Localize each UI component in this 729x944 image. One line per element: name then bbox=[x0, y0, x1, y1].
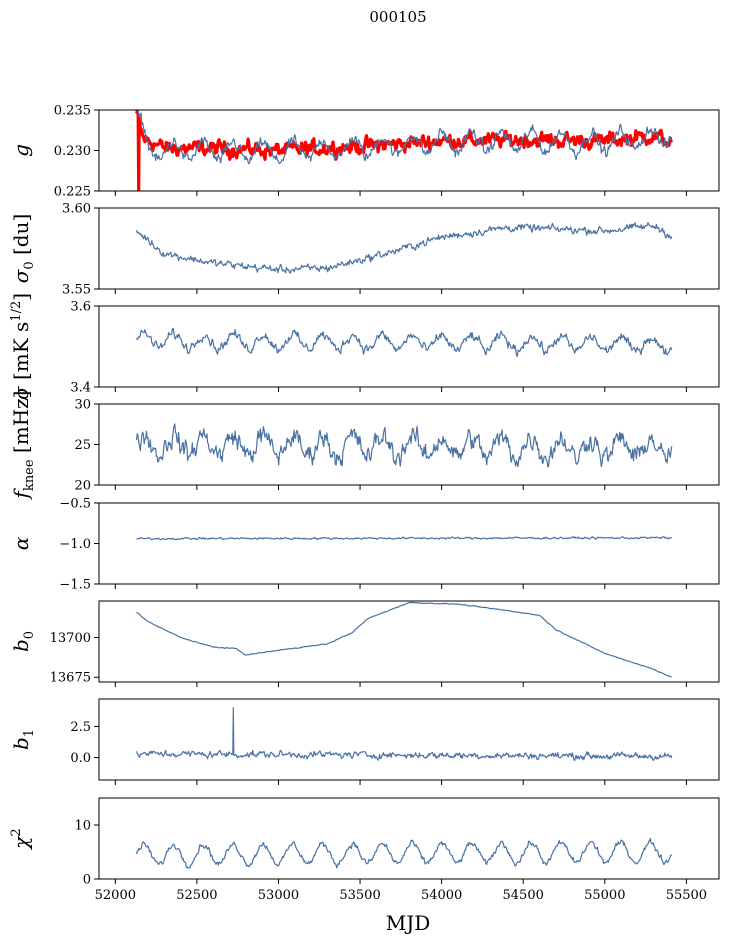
panel-g: 0.225 0.230 0.235 g bbox=[9, 104, 720, 200]
y-tick-label-sigma0: 3.55 bbox=[62, 283, 91, 298]
panel-frame-b0 bbox=[98, 600, 720, 683]
series-line-chi2-0 bbox=[135, 837, 672, 869]
y-tick-label-chi2: 0 bbox=[83, 873, 91, 888]
plot-area-fknee bbox=[135, 423, 673, 468]
y-tick-label-b0: 13675 bbox=[50, 671, 91, 686]
y-axis-label-alpha: α bbox=[9, 536, 33, 550]
x-tick-label: 55000 bbox=[584, 888, 625, 903]
series-line-b1-0 bbox=[135, 707, 673, 762]
plot-area-b1 bbox=[135, 707, 673, 762]
x-axis-label: MJD bbox=[386, 911, 431, 935]
panel-chi2: 0 10 χ2 bbox=[9, 797, 720, 888]
series-line-sigma-0 bbox=[135, 328, 673, 357]
y-tick-label-alpha: −1.0 bbox=[59, 537, 91, 552]
panel-sigma: 3.4 3.6 σ [mK s1/2] bbox=[9, 293, 720, 400]
y-tick-label-chi2: 10 bbox=[74, 819, 91, 834]
panel-frame-g bbox=[98, 109, 720, 192]
y-tick-label-sigma: 3.4 bbox=[70, 381, 91, 396]
series-line-sigma0-0 bbox=[135, 222, 673, 274]
x-tick-label: 53500 bbox=[339, 888, 380, 903]
y-tick-label-g: 0.225 bbox=[54, 185, 91, 200]
panel-b1: 0.0 2.5 b1 bbox=[9, 698, 720, 785]
y-axis-label-fknee: fknee [mHz] bbox=[9, 391, 37, 501]
plot-area-chi2 bbox=[135, 837, 672, 869]
y-tick-label-fknee: 30 bbox=[74, 398, 91, 413]
x-axis: 52000 52500 53000 53500 54000 54500 55000 55500 bbox=[95, 888, 707, 903]
plot-area-b0 bbox=[136, 601, 672, 678]
panel-frame-chi2 bbox=[98, 797, 720, 880]
chart-title: 000105 bbox=[369, 8, 426, 26]
y-tick-label-sigma: 3.6 bbox=[70, 300, 91, 315]
x-tick-label: 52000 bbox=[95, 888, 136, 903]
y-tick-label-b1: 2.5 bbox=[70, 720, 91, 735]
y-tick-label-g: 0.230 bbox=[54, 144, 91, 159]
y-axis-label-sigma: σ [mK s1/2] bbox=[9, 293, 33, 400]
y-axis-label-b1: b1 bbox=[9, 729, 37, 750]
y-tick-label-b1: 0.0 bbox=[70, 751, 91, 766]
x-tick-label: 54500 bbox=[503, 888, 544, 903]
y-axis-label-b0: b0 bbox=[9, 631, 37, 652]
panel-fknee: 20 25 30 fknee [mHz] bbox=[9, 391, 720, 501]
y-tick-label-b0: 13700 bbox=[50, 631, 91, 646]
panel-frame-b1 bbox=[98, 698, 720, 781]
y-tick-label-fknee: 25 bbox=[74, 438, 91, 453]
x-tick-label: 55500 bbox=[666, 888, 707, 903]
plot-area-sigma bbox=[135, 328, 673, 357]
series-line-g-0 bbox=[134, 110, 674, 191]
series-line-fknee-0 bbox=[135, 423, 673, 468]
y-tick-label-sigma0: 3.60 bbox=[62, 202, 91, 217]
panel-frame-sigma bbox=[98, 305, 720, 388]
y-tick-label-fknee: 20 bbox=[74, 479, 91, 494]
y-tick-label-g: 0.235 bbox=[54, 104, 91, 119]
series-line-g-1 bbox=[136, 110, 673, 165]
panel-b0: 13675 13700 b0 bbox=[9, 600, 720, 687]
y-tick-label-alpha: −1.5 bbox=[59, 578, 91, 593]
plot-area-alpha bbox=[136, 536, 672, 541]
panel-frame-sigma0 bbox=[98, 207, 720, 290]
x-tick-label: 53000 bbox=[258, 888, 299, 903]
panel-alpha: −1.5 −1.0 −0.5 α bbox=[9, 497, 720, 593]
series-line-b0-0 bbox=[136, 601, 672, 678]
y-axis-label-sigma0: σ0 [du] bbox=[9, 214, 37, 284]
panel-frame-alpha bbox=[98, 502, 720, 585]
x-tick-label: 54000 bbox=[421, 888, 462, 903]
series-line-alpha-0 bbox=[136, 536, 672, 541]
plot-area-g bbox=[134, 110, 674, 191]
y-axis-label-g: g bbox=[9, 144, 33, 157]
y-axis-label-chi2: χ2 bbox=[9, 828, 33, 850]
panel-sigma0: 3.55 3.60 σ0 [du] bbox=[9, 202, 720, 298]
plot-area-sigma0 bbox=[135, 222, 673, 274]
panels: 0.225 0.230 0.235 g 3.55 3.60 σ0 [du] 3.4 3.6 σ [… bbox=[9, 104, 720, 888]
x-tick-label: 52500 bbox=[176, 888, 217, 903]
y-tick-label-alpha: −0.5 bbox=[59, 497, 91, 512]
